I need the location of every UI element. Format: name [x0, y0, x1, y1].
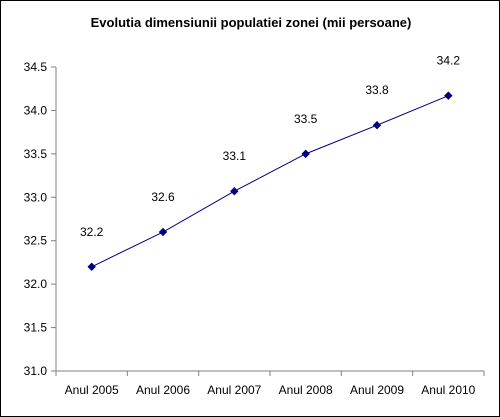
data-label: 33.8	[365, 83, 389, 97]
x-tick-label: Anul 2008	[279, 383, 333, 397]
y-tick-label: 33.0	[24, 190, 48, 204]
data-point	[301, 149, 310, 159]
data-point	[87, 262, 96, 271]
series-line	[91, 95, 449, 268]
data-label: 32.6	[151, 190, 175, 204]
chart-title: Evolutia dimensiunii populatiei zonei (m…	[90, 15, 412, 30]
x-tick-label: Anul 2007	[207, 383, 261, 397]
y-tick-label: 31.5	[24, 321, 48, 335]
data-label: 34.2	[437, 54, 461, 68]
x-tick-label: Anul 2006	[136, 383, 190, 397]
x-tick-label: Anul 2005	[65, 383, 119, 397]
y-tick-label: 32.5	[24, 234, 48, 248]
data-point	[372, 120, 382, 130]
data-point	[158, 227, 168, 237]
x-tick-label: Anul 2009	[350, 383, 404, 397]
y-tick-label: 32.0	[24, 277, 48, 291]
data-point	[444, 91, 453, 100]
data-label: 32.2	[80, 225, 104, 239]
y-tick-label: 34.5	[24, 60, 48, 74]
data-label: 33.1	[223, 149, 247, 163]
y-tick-label: 33.5	[24, 147, 48, 161]
y-tick-label: 31.0	[24, 364, 48, 378]
data-label: 33.5	[294, 112, 318, 126]
data-point	[230, 186, 239, 196]
x-tick-label: Anul 2010	[421, 383, 475, 397]
y-tick-label: 34.0	[24, 103, 48, 117]
